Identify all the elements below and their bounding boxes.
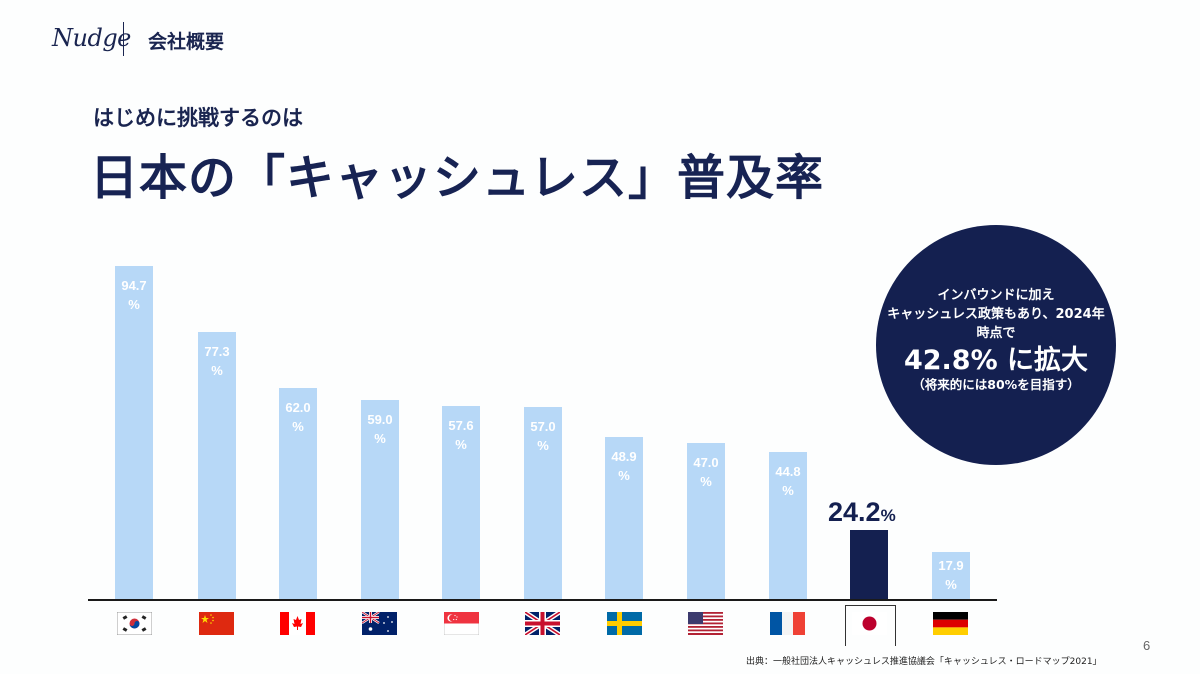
se-flag-icon	[607, 612, 642, 635]
bar-unit: %	[618, 468, 630, 483]
japan-value-label: 24.2%	[828, 497, 896, 528]
de-flag-icon	[933, 612, 968, 635]
fr-flag-icon	[770, 612, 805, 635]
bar-unit: %	[537, 438, 549, 453]
cn-flag-icon	[199, 612, 234, 635]
bar-japan	[850, 530, 888, 600]
bar-unit: %	[374, 431, 386, 446]
source-citation: 出典：一般社団法人キャッシュレス推進協議会「キャッシュレス・ロードマップ2021…	[746, 657, 1102, 667]
japan-value: 24.2	[828, 497, 881, 527]
callout-line3: 時点で	[976, 326, 1016, 341]
bar-china: 77.3%	[198, 332, 236, 600]
bar-usa: 47.0%	[687, 443, 725, 600]
callout-highlight: 42.8% に拡大	[903, 345, 1089, 376]
bar-canada: 62.0%	[279, 388, 317, 600]
x-axis-line	[88, 599, 997, 601]
bar-sweden: 48.9%	[605, 437, 643, 600]
callout-note: （将来的には80%を目指す）	[912, 377, 1080, 392]
bar-australia: 59.0%	[361, 400, 399, 600]
bar-value: 62.0	[285, 400, 311, 415]
bar-unit: %	[292, 419, 304, 434]
bar-france: 44.8%	[769, 452, 807, 600]
japan-unit: %	[880, 506, 896, 525]
bar-value: 59.0	[367, 412, 393, 427]
bar-unit: %	[945, 577, 957, 592]
bar-singapore: 57.6%	[442, 406, 480, 600]
page-number: 6	[1143, 638, 1151, 653]
bar-unit: %	[211, 363, 223, 378]
bar-value: 44.8	[775, 464, 801, 479]
callout-circle: インバウンドに加え キャッシュレス政策もあり、2024年 時点で 42.8% に…	[876, 225, 1116, 465]
bar-unit: %	[455, 437, 467, 452]
bar-uk: 57.0%	[524, 407, 562, 600]
bar-unit: %	[700, 474, 712, 489]
sg-flag-icon	[444, 612, 479, 635]
gb-flag-icon	[525, 612, 560, 635]
us-flag-icon	[688, 612, 723, 635]
bar-germany: 17.9%	[932, 552, 970, 600]
japan-flag-frame	[845, 605, 896, 646]
bar-value: 47.0	[693, 455, 719, 470]
bar-value: 94.7	[121, 278, 147, 293]
bar-korea: 94.7%	[115, 266, 153, 600]
bar-value: 77.3	[204, 344, 230, 359]
bar-value: 57.6	[448, 418, 474, 433]
au-flag-icon	[362, 612, 397, 635]
ca-flag-icon	[280, 612, 315, 635]
callout-line1: インバウンドに加え	[937, 288, 1055, 303]
section-title: 会社概要	[148, 31, 225, 53]
nudge-logo: Nudge	[52, 24, 131, 52]
bar-unit: %	[782, 483, 794, 498]
slide-subtitle: はじめに挑戦するのは	[93, 106, 303, 130]
kr-flag-icon	[117, 612, 152, 635]
bar-value: 57.0	[530, 419, 556, 434]
bar-unit: %	[128, 297, 140, 312]
callout-line2: キャッシュレス政策もあり、2024年	[887, 307, 1105, 322]
header-divider	[123, 22, 124, 56]
bar-value: 17.9	[938, 558, 964, 573]
jp-flag-icon	[852, 612, 887, 635]
bar-value: 48.9	[611, 449, 637, 464]
slide-title: 日本の「キャッシュレス」普及率	[90, 150, 825, 206]
